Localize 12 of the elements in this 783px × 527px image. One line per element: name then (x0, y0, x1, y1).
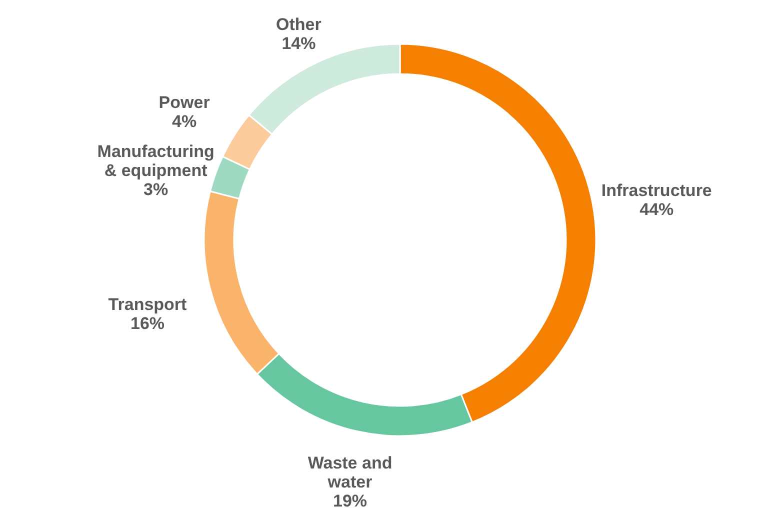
data-label: 44% (640, 200, 674, 220)
slice-label: Waste and water (308, 454, 392, 492)
data-label: 16% (130, 314, 165, 333)
slice-label: Infrastructure (601, 181, 712, 200)
slice-label: Manufacturing & equipment (97, 142, 214, 180)
data-label: 14% (282, 34, 316, 53)
slice-label: Transport (108, 294, 188, 314)
slice-label: Other (276, 14, 322, 34)
data-label: 4% (172, 112, 197, 132)
slice-label: Power (158, 93, 210, 112)
data-label: 3% (144, 180, 168, 200)
data-label: 19% (332, 492, 368, 511)
